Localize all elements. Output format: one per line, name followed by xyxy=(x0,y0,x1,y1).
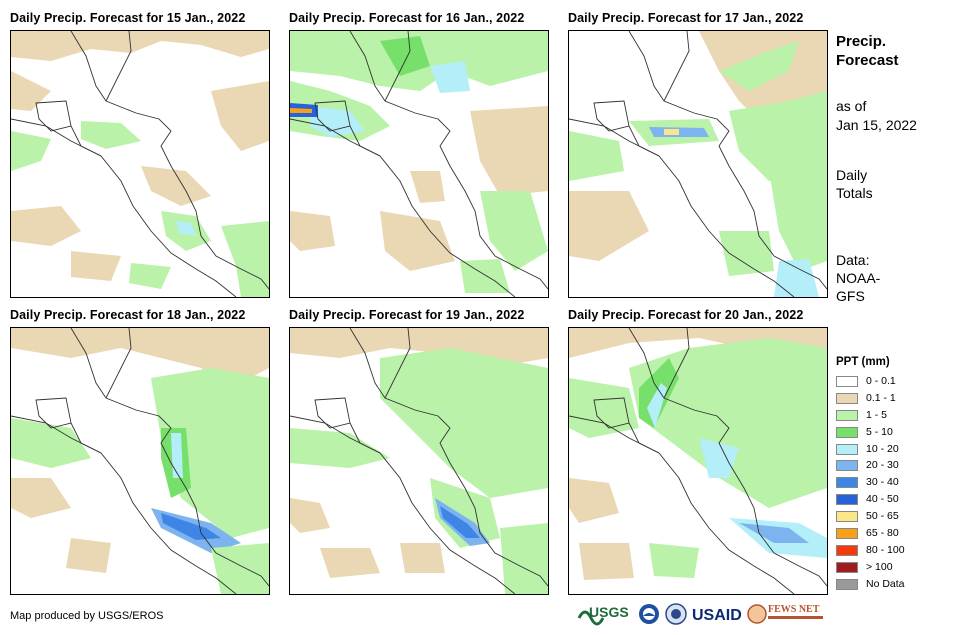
forecast-map-6 xyxy=(568,327,828,595)
map-graphic-1 xyxy=(11,31,269,297)
panel-title-1: Daily Precip. Forecast for 15 Jan., 2022 xyxy=(10,11,246,25)
legend-label: 1 - 5 xyxy=(866,408,888,421)
sidebar-source-3: GFS xyxy=(836,288,865,304)
coastline-5 xyxy=(290,328,548,594)
sidebar-heading-2: Forecast xyxy=(836,52,899,69)
legend-label: 80 - 100 xyxy=(866,543,905,556)
legend-label: 40 - 50 xyxy=(866,493,899,506)
coastline-3 xyxy=(569,31,827,297)
sidebar-source-2: NOAA- xyxy=(836,270,881,286)
sidebar-asof-2: Jan 15, 2022 xyxy=(836,117,917,133)
coastline-4 xyxy=(11,328,269,594)
legend-swatch xyxy=(836,528,858,540)
fewsnet-logo: FEWS NET xyxy=(747,604,823,624)
sidebar-totals-1: Daily xyxy=(836,167,868,183)
map-credit: Map produced by USGS/EROS xyxy=(10,610,164,622)
legend-label: 30 - 40 xyxy=(866,476,899,489)
legend-swatch xyxy=(836,494,858,506)
legend-label: 65 - 80 xyxy=(866,527,899,540)
logo-strip: USGS USAID FEWS NET xyxy=(577,600,827,630)
coastline-1 xyxy=(11,31,269,297)
legend-swatch xyxy=(836,409,858,421)
map-graphic-4 xyxy=(11,328,269,594)
legend-label: 50 - 65 xyxy=(866,510,899,523)
panel-title-5: Daily Precip. Forecast for 19 Jan., 2022 xyxy=(289,308,525,322)
legend-swatch xyxy=(836,477,858,489)
map-graphic-6 xyxy=(569,328,827,594)
legend-swatch xyxy=(836,376,858,387)
legend-label: > 100 xyxy=(866,560,893,573)
usaid-logo: USAID xyxy=(692,607,742,624)
legend-swatch xyxy=(836,544,858,556)
coastline-6 xyxy=(569,328,827,594)
noaa-logo xyxy=(639,604,659,624)
map-graphic-3 xyxy=(569,31,827,297)
sidebar-totals-2: Totals xyxy=(836,185,873,201)
sidebar-asof-1: as of xyxy=(836,98,867,114)
map-graphic-2 xyxy=(290,31,548,297)
svg-text:USGS: USGS xyxy=(589,604,629,620)
legend-label: 20 - 30 xyxy=(866,459,899,472)
usgs-logo: USGS xyxy=(577,604,629,626)
precip-layer-4 xyxy=(11,328,269,594)
sidebar-source-1: Data: xyxy=(836,252,870,268)
legend-swatch xyxy=(836,426,858,438)
svg-text:FEWS NET: FEWS NET xyxy=(768,604,820,615)
panel-title-2: Daily Precip. Forecast for 16 Jan., 2022 xyxy=(289,11,525,25)
legend-label: 10 - 20 xyxy=(866,442,899,455)
legend-swatch xyxy=(836,578,858,590)
legend-label: 5 - 10 xyxy=(866,425,893,438)
dhs-seal xyxy=(665,603,687,625)
svg-text:USAID: USAID xyxy=(692,607,742,624)
forecast-map-5 xyxy=(289,327,549,595)
legend-swatch xyxy=(836,392,858,404)
legend-swatch xyxy=(836,443,858,455)
legend-swatch xyxy=(836,460,858,472)
forecast-map-2 xyxy=(289,30,549,298)
map-graphic-5 xyxy=(290,328,548,594)
panel-title-4: Daily Precip. Forecast for 18 Jan., 2022 xyxy=(10,308,246,322)
legend-swatch xyxy=(836,511,858,523)
forecast-map-1 xyxy=(10,30,270,298)
precip-layer-5 xyxy=(290,328,548,594)
legend-label: No Data xyxy=(866,577,905,590)
forecast-map-3 xyxy=(568,30,828,298)
precip-layer-6 xyxy=(569,328,827,580)
legend-title: PPT (mm) xyxy=(836,356,890,368)
forecast-map-4 xyxy=(10,327,270,595)
sidebar-heading-1: Precip. xyxy=(836,33,887,50)
legend-label: 0 - 0.1 xyxy=(866,375,896,387)
coastline-2 xyxy=(290,31,548,297)
panel-title-3: Daily Precip. Forecast for 17 Jan., 2022 xyxy=(568,11,804,25)
panel-title-6: Daily Precip. Forecast for 20 Jan., 2022 xyxy=(568,308,804,322)
legend-label: 0.1 - 1 xyxy=(866,391,896,404)
precip-layer-3 xyxy=(569,31,827,297)
legend-swatch xyxy=(836,561,858,573)
precip-layer-2 xyxy=(290,31,548,293)
precip-layer-1 xyxy=(11,31,269,297)
